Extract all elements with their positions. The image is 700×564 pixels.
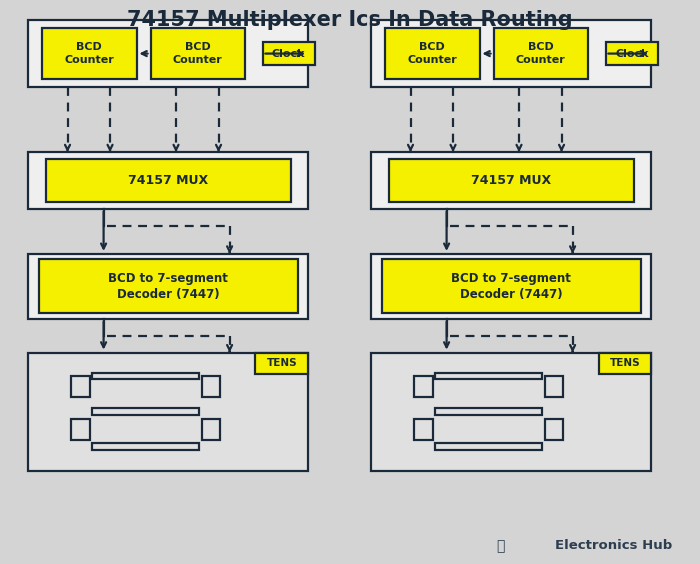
Text: Clock: Clock: [272, 49, 305, 59]
Bar: [382, 259, 640, 313]
Bar: [545, 376, 563, 396]
Bar: [435, 408, 542, 415]
Text: 74157 Multiplexer Ics In Data Routing: 74157 Multiplexer Ics In Data Routing: [127, 10, 573, 30]
Bar: [71, 376, 90, 396]
Bar: [371, 254, 651, 319]
Bar: [92, 443, 199, 450]
Bar: [202, 419, 220, 440]
Bar: [545, 419, 563, 440]
Bar: [435, 373, 542, 379]
Bar: [71, 419, 90, 440]
Bar: [28, 20, 308, 87]
Bar: [414, 376, 433, 396]
Bar: [38, 259, 298, 313]
Bar: [371, 152, 651, 209]
Bar: [92, 373, 199, 379]
Bar: [606, 42, 658, 65]
Text: TENS: TENS: [267, 358, 297, 368]
Text: 🛡: 🛡: [496, 539, 505, 553]
Text: TENS: TENS: [610, 358, 640, 368]
Bar: [150, 28, 245, 79]
Bar: [42, 28, 136, 79]
Bar: [28, 254, 308, 319]
Text: Electronics Hub: Electronics Hub: [554, 539, 672, 553]
Bar: [389, 159, 634, 202]
Bar: [598, 352, 651, 374]
Text: BCD
Counter: BCD Counter: [516, 42, 566, 65]
Bar: [46, 159, 290, 202]
Text: Clock: Clock: [615, 49, 648, 59]
Bar: [28, 152, 308, 209]
Text: BCD to 7-segment
Decoder (7447): BCD to 7-segment Decoder (7447): [108, 272, 228, 301]
Text: BCD
Counter: BCD Counter: [173, 42, 223, 65]
Text: BCD
Counter: BCD Counter: [64, 42, 114, 65]
Bar: [202, 376, 220, 396]
Bar: [28, 352, 308, 471]
Text: BCD to 7-segment
Decoder (7447): BCD to 7-segment Decoder (7447): [451, 272, 571, 301]
Bar: [256, 352, 308, 374]
Text: 74157 MUX: 74157 MUX: [471, 174, 551, 187]
Text: BCD
Counter: BCD Counter: [407, 42, 457, 65]
Bar: [494, 28, 588, 79]
Bar: [371, 20, 651, 87]
Bar: [414, 419, 433, 440]
Bar: [371, 352, 651, 471]
Bar: [435, 443, 542, 450]
Bar: [262, 42, 315, 65]
Bar: [385, 28, 480, 79]
Text: 74157 MUX: 74157 MUX: [128, 174, 208, 187]
Bar: [92, 408, 199, 415]
